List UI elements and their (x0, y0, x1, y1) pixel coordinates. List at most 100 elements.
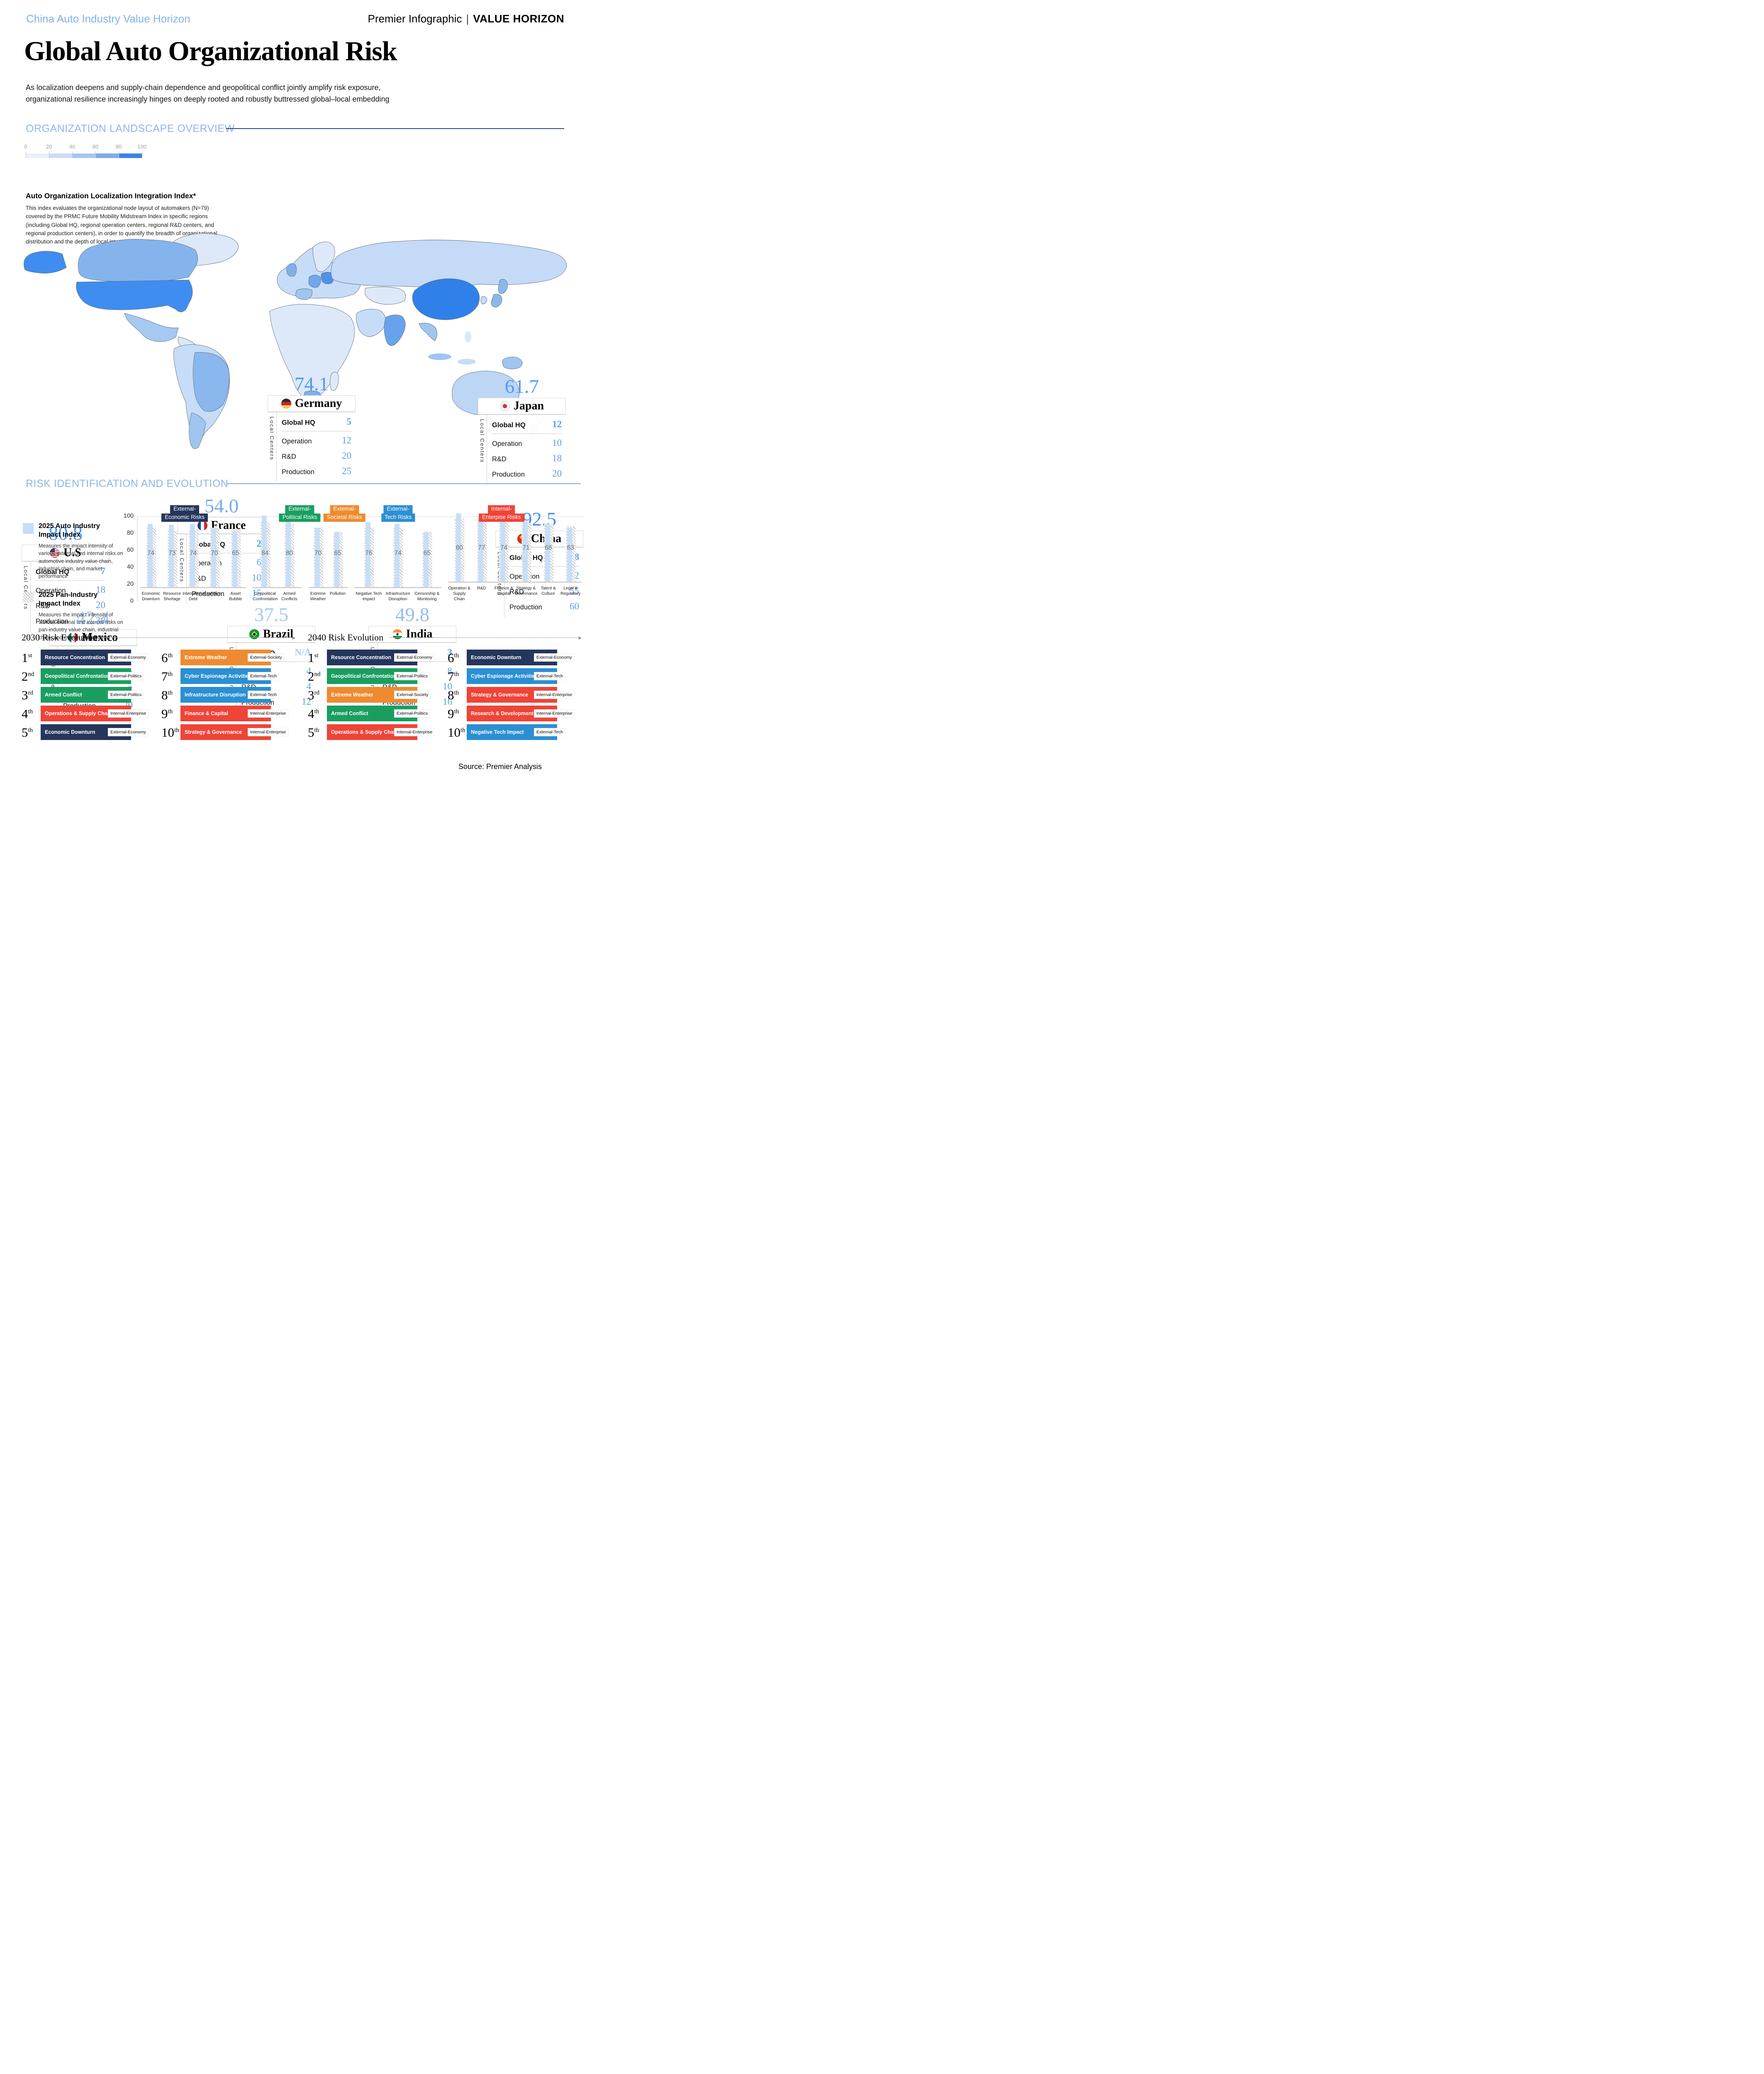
map-madagascar (330, 372, 339, 391)
germany-flag-icon (281, 399, 291, 409)
x-axis-label: Censorship & Monitoring (414, 592, 440, 601)
x-axis-label: Armed Conflicts (281, 592, 297, 601)
risk-name-bar: Geopolitical Confrontation (327, 668, 417, 684)
risk-rank-item: 4th Armed Conflict External-Politics (308, 706, 442, 721)
country-name: Brazil (263, 628, 294, 641)
bar-infrastructure: 74 (383, 502, 412, 587)
rank-number: 7th (448, 669, 459, 684)
y-tick-label: 60 (127, 547, 134, 553)
row-label-production: Production (282, 468, 314, 476)
rank-number: 4th (308, 706, 319, 721)
map-us (76, 280, 193, 312)
index-scale: 0 20 40 60 80 100 (24, 144, 146, 163)
bar-resource: 73 (161, 502, 183, 587)
risk-rank-item: 10th Negative Tech Impact External-Tech (448, 724, 582, 740)
x-axis-label: Pollution (329, 592, 346, 596)
row-value-hq: 2 (256, 538, 262, 549)
group-badge-societal-risks: External- Societal Risks (324, 505, 365, 522)
bar-geopolitical: 84 (253, 502, 277, 587)
bar-value-label: 76 (365, 550, 373, 557)
x-axis-label: Resource Shortage (163, 592, 181, 601)
bar-value-label: 74 (147, 550, 155, 557)
risk-rank-item: 10th Strategy & Governance Internal-Enterp… (161, 724, 295, 740)
risk-rank-item: 3rd Extreme Weather External-Society (308, 687, 442, 703)
map-russia (331, 240, 567, 287)
auto-industry-bar (523, 521, 528, 582)
world-map (24, 233, 567, 449)
auto-industry-bar (232, 531, 237, 587)
bar-asset: 65 (225, 502, 246, 587)
risk-category-tag: External-Politics (394, 672, 431, 680)
country-name-row: U.S (22, 545, 110, 562)
risk-category-tag: External-Economy (394, 653, 435, 662)
infographic-page: China Auto Industry Value Horizon Premie… (0, 0, 588, 784)
risk-rank-item: 5th Economic Downturn External-Economy (22, 724, 156, 740)
bar-pollution: 65 (328, 502, 347, 587)
x-axis-label: Negative Tech Impact (356, 592, 382, 601)
risk-category-tag: External-Politics (108, 672, 144, 680)
evolution-2040: 2040 Risk Evolution ▸ 1st Resource Concen… (308, 632, 582, 743)
evolution-column: 1st Resource Concentration External-Econom… (308, 650, 442, 743)
risk-rank-item: 8th Infrastructure Disruption External-Tec… (161, 687, 295, 703)
row-label-production: Production (192, 590, 224, 598)
map-china (412, 278, 480, 320)
risk-category-tag: External-Politics (394, 709, 431, 718)
row-value-operation: 12 (342, 435, 351, 446)
rank-number: 3rd (308, 687, 319, 702)
y-tick-label: 100 (123, 513, 134, 519)
bar-international: 74 (183, 502, 204, 587)
country-score: 74.1 (294, 373, 329, 395)
scale-tick-label: 20 (46, 144, 52, 150)
map-indonesia-2 (458, 359, 476, 365)
rank-number: 1st (308, 650, 319, 665)
risk-category-tag: External-Tech (248, 691, 280, 699)
risk-name-bar: Infrastructure Disruption (180, 687, 271, 703)
rank-number: 5th (308, 725, 319, 740)
scale-tick-mark (72, 151, 73, 158)
auto-industry-bar (261, 515, 267, 587)
chart-plot: 74 73 74 70 65 Economic Downturn Resource Shorta… (137, 514, 584, 602)
group-badge-economic-risks: External- Economic Risks (161, 505, 208, 522)
evolution-title-2030: 2030 Risk Evolution (22, 632, 97, 643)
row-label-rd: R&D (492, 455, 507, 463)
row-value-operation: 8 (447, 666, 453, 677)
risk-rank-item: 7th Cyber Espionage Activities External-Te… (161, 668, 295, 684)
risk-rank-item: 8th Strategy & Governance Internal-Enterpr… (448, 687, 582, 703)
row-value-production: 25 (342, 466, 351, 477)
map-middle-east (356, 309, 386, 337)
group-badge-tech-risks: External- Tech Risks (381, 505, 415, 522)
country-card-us: 80.8 U.S Local Centers Global HQ 7 Operation 1… (22, 523, 110, 632)
bar-value-label: 70 (211, 550, 218, 557)
map-iberia (295, 288, 312, 300)
solid-swatch-icon (23, 523, 34, 534)
bar-value-label: 84 (261, 550, 269, 557)
section-rule-2 (226, 483, 581, 484)
auto-industry-bar (286, 519, 291, 587)
risk-name-bar: Research & Development (467, 706, 557, 721)
mexico-flag-icon (68, 633, 78, 643)
map-canada (78, 239, 198, 282)
risk-category-tag: External-Economy (108, 728, 149, 736)
evolution-list-2030: 1st Resource Concentration External-Econom… (22, 650, 295, 743)
risk-rank-item: 9th Finance & Capital Internal-Enterprise (161, 706, 295, 721)
y-tick-label: 0 (130, 598, 134, 604)
france-flag-icon (197, 521, 207, 531)
rank-number: 8th (161, 687, 173, 702)
rank-number: 6th (448, 650, 459, 665)
rank-number: 3rd (22, 687, 33, 702)
auto-industry-bar (500, 518, 506, 582)
auto-industry-bar (314, 527, 320, 587)
page-subtitle: As localization deepens and supply-chain… (26, 83, 390, 103)
x-axis-label: Inflation (207, 592, 222, 596)
y-tick-label: 40 (127, 564, 134, 570)
row-value-operation: 6 (256, 557, 262, 568)
brand: Premier Infographic | VALUE HORIZON (368, 12, 564, 25)
rank-number: 10th (448, 725, 465, 740)
rank-number: 8th (448, 687, 459, 702)
auto-industry-bar (168, 525, 174, 587)
row-label-operation: Operation (492, 440, 522, 448)
bar-inflation: 70 (204, 502, 225, 587)
risk-rank-item: 7th Cyber Espionage Activities External-Te… (448, 668, 582, 684)
bar-value-label: 77 (478, 544, 485, 551)
bar-value-label: 65 (423, 550, 431, 557)
